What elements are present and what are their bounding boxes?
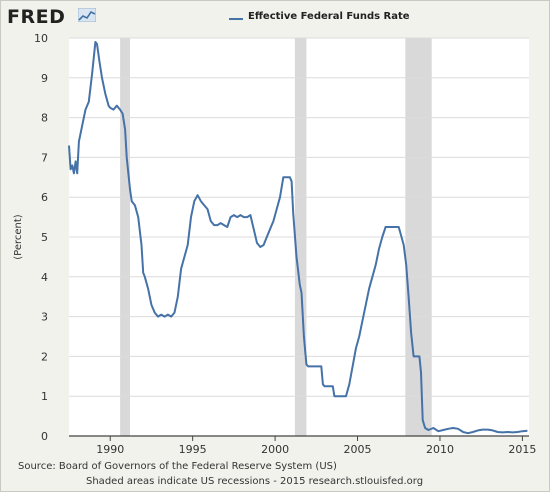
line-chart-icon	[78, 8, 96, 22]
recession-note: Shaded areas indicate US recessions - 20…	[86, 476, 424, 487]
y-tick-label: 5	[41, 231, 48, 244]
x-tick-label: 2015	[508, 443, 536, 456]
y-tick-label: 6	[41, 191, 48, 204]
y-tick-label: 3	[41, 311, 48, 324]
y-tick-label: 0	[41, 430, 48, 443]
y-tick-label: 1	[41, 390, 48, 403]
y-tick-label: 9	[41, 72, 48, 85]
y-tick-label: 4	[41, 271, 48, 284]
fred-logo: FRED	[7, 6, 66, 28]
x-tick-label: 1990	[96, 443, 124, 456]
x-tick-label: 2005	[344, 443, 372, 456]
x-tick-label: 2010	[426, 443, 454, 456]
x-tick-label: 1995	[179, 443, 207, 456]
series-line-effective-federal-funds-rate	[68, 41, 528, 435]
source-note: Source: Board of Governors of the Federa…	[18, 461, 337, 472]
y-tick-label: 8	[41, 112, 48, 125]
legend-swatch	[229, 18, 243, 20]
x-tick-label: 2000	[261, 443, 289, 456]
legend-label: Effective Federal Funds Rate	[248, 11, 410, 22]
y-tick-label: 2	[41, 350, 48, 363]
y-tick-label: 7	[41, 151, 48, 164]
y-axis-label: (Percent)	[13, 214, 24, 260]
y-tick-label: 10	[34, 32, 48, 45]
